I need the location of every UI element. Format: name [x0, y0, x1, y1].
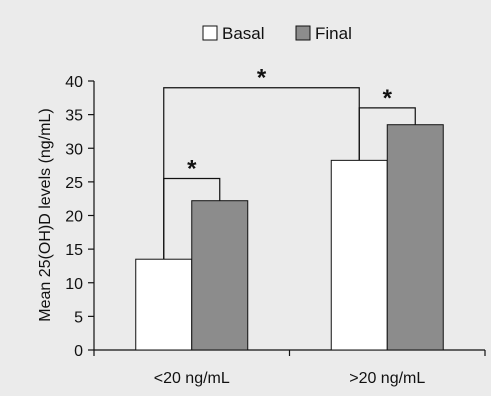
y-tick-label: 30 [65, 141, 83, 158]
significance-star: * [257, 65, 267, 92]
y-tick-label: 35 [65, 108, 83, 125]
significance-star: * [187, 156, 197, 183]
legend-label-basal: Basal [222, 24, 265, 43]
significance-brackets: * * * [163, 65, 416, 260]
legend-swatch-final [295, 25, 311, 41]
bar-final-2 [386, 124, 444, 351]
y-tick-label: 15 [65, 242, 83, 259]
y-tick-label: 0 [74, 343, 83, 360]
y-tick-label: 10 [65, 276, 83, 293]
bars [135, 124, 444, 351]
legend-label-final: Final [315, 24, 352, 43]
significance-bracket [163, 87, 360, 260]
legend: Basal Final [202, 24, 352, 43]
axes: 0 5 10 15 20 25 30 35 40 <20 ng/mL >20 ng/mL [65, 74, 486, 387]
significance-star: * [383, 85, 393, 112]
legend-swatch-basal [202, 25, 218, 41]
y-tick-label: 40 [65, 74, 83, 91]
y-tick-label: 20 [65, 209, 83, 226]
y-tick-label: 5 [74, 309, 83, 326]
bar-final-1 [191, 200, 249, 351]
y-axis-title: Mean 25(OH)D levels (ng/mL) [37, 108, 54, 321]
x-tick-label: <20 ng/mL [154, 370, 230, 387]
bar-basal-2 [330, 159, 388, 351]
bar-basal-1 [135, 258, 193, 351]
x-tick-label: >20 ng/mL [349, 370, 425, 387]
y-tick-label: 25 [65, 175, 83, 192]
